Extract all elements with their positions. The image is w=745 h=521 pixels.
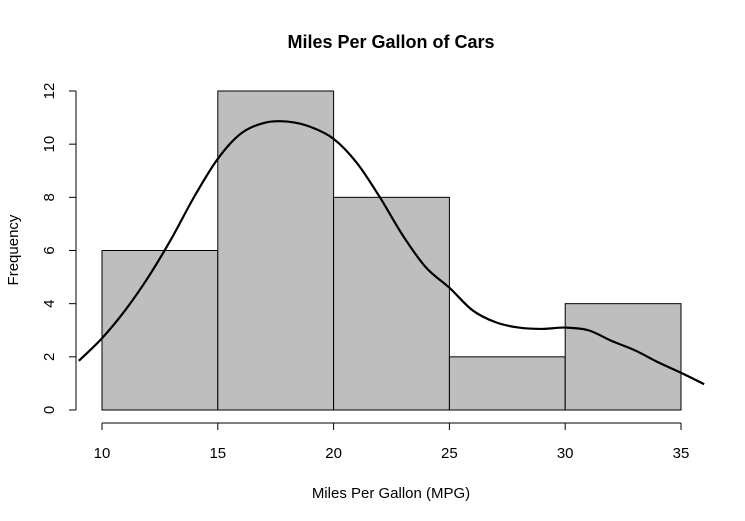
x-tick-label: 35 — [673, 445, 690, 462]
x-tick-label: 30 — [557, 445, 574, 462]
y-tick-label: 0 — [41, 406, 58, 414]
bar-15-20 — [217, 90, 335, 411]
x-tick-label: 15 — [209, 445, 226, 462]
bar-25-30 — [448, 356, 566, 411]
bar-30-35 — [564, 303, 682, 411]
bar-10-15 — [101, 250, 219, 411]
chart-title: Miles Per Gallon of Cars — [287, 32, 494, 52]
y-axis: 0 2 4 6 8 10 12 — [41, 83, 77, 414]
density-curve — [78, 120, 705, 386]
x-tick-label: 10 — [94, 445, 111, 462]
y-tick-label: 4 — [41, 299, 58, 307]
x-tick-label: 25 — [441, 445, 458, 462]
bars-group — [101, 90, 682, 411]
y-tick-label: 8 — [41, 193, 58, 201]
x-axis-label: Miles Per Gallon (MPG) — [312, 485, 470, 502]
y-tick-label: 10 — [41, 136, 58, 153]
y-tick-label: 12 — [41, 83, 58, 100]
y-tick-label: 6 — [41, 246, 58, 254]
x-axis: 10 15 20 25 30 35 — [94, 422, 690, 462]
x-tick-label: 20 — [325, 445, 342, 462]
bar-20-25 — [333, 196, 450, 411]
y-axis-label: Frequency — [5, 214, 22, 285]
y-tick-label: 2 — [41, 353, 58, 361]
